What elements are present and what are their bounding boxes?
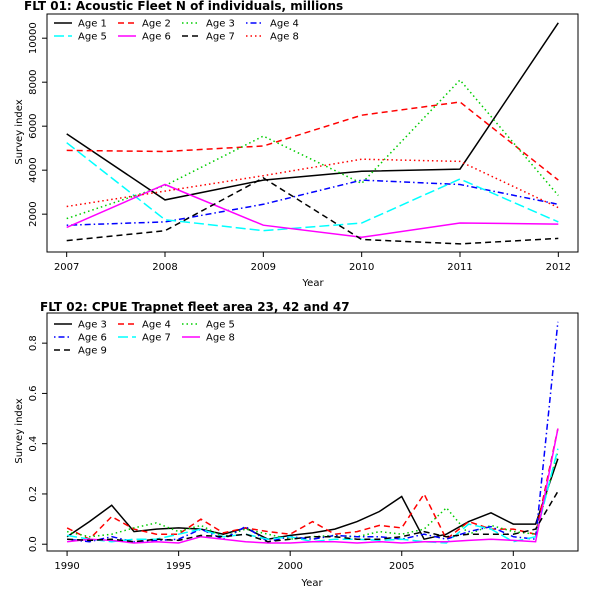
x-tick-label: 2010 [501,561,526,572]
x-axis-label: Year [301,278,324,289]
panel-flt01: FLT 01: Acoustic Fleet N of individuals,… [14,0,579,289]
series-line-age-9 [67,491,559,543]
legend-label: Age 1 [78,19,107,30]
legend-label: Age 7 [142,333,171,344]
series-line-age-2 [66,101,559,181]
y-tick-label: 10000 [28,22,39,54]
series-line-age-3 [66,78,559,220]
legend-label: Age 6 [142,32,171,43]
series-line-age-7 [66,448,559,544]
legend-label: Age 9 [78,346,107,357]
series-line-age-4 [66,428,559,541]
y-tick-label: 0.0 [28,536,39,552]
y-tick-label: 0.8 [28,335,39,351]
legend-label: Age 8 [270,32,299,43]
x-tick-label: 1995 [166,561,191,572]
series-line-age-8 [67,428,559,544]
legend-label: Age 4 [142,320,171,331]
series-line-age-6 [66,183,559,239]
series-line-age-1 [66,22,559,201]
x-tick-label: 2005 [389,561,414,572]
series-line-age-4 [66,179,559,226]
x-tick-label: 2008 [152,262,177,273]
x-tick-label: 2010 [349,262,374,273]
x-tick-label: 2009 [251,262,276,273]
y-axis-label: Survey index [14,398,25,463]
legend-label: Age 3 [78,320,107,331]
chart-title: FLT 02: CPUE Trapnet fleet area 23, 42 a… [40,300,350,314]
series-line-age-8 [66,158,559,209]
legend-label: Age 6 [78,333,107,344]
y-tick-label: 8000 [28,69,39,94]
legend-label: Age 2 [142,19,171,30]
series-line-age-3 [66,458,559,541]
x-tick-label: 1990 [54,561,79,572]
panel-flt02: FLT 02: CPUE Trapnet fleet area 23, 42 a… [14,300,579,589]
series-line-age-5 [66,451,559,540]
x-tick-label: 2000 [277,561,302,572]
plot-frame [46,312,579,552]
y-tick-label: 4000 [28,157,39,182]
y-tick-label: 0.6 [28,385,39,401]
x-axis-label: Year [300,578,323,589]
series-line-age-7 [66,177,559,245]
x-tick-label: 2011 [447,262,472,273]
x-tick-label: 2007 [54,262,79,273]
x-tick-label: 2012 [546,262,571,273]
series-line-age-5 [66,142,559,232]
y-axis-label: Survey index [14,99,25,164]
chart-title: FLT 01: Acoustic Fleet N of individuals,… [24,0,343,13]
y-tick-label: 0.4 [28,436,39,452]
legend-label: Age 7 [206,32,235,43]
series-line-age-6 [67,321,559,543]
legend-label: Age 8 [206,333,235,344]
legend-label: Age 5 [78,32,107,43]
legend-label: Age 4 [270,19,299,30]
y-tick-label: 6000 [28,113,39,138]
y-tick-label: 0.2 [28,486,39,502]
plot-frame [46,13,579,253]
y-tick-label: 2000 [28,201,39,226]
legend-label: Age 5 [206,320,235,331]
legend-label: Age 3 [206,19,235,30]
